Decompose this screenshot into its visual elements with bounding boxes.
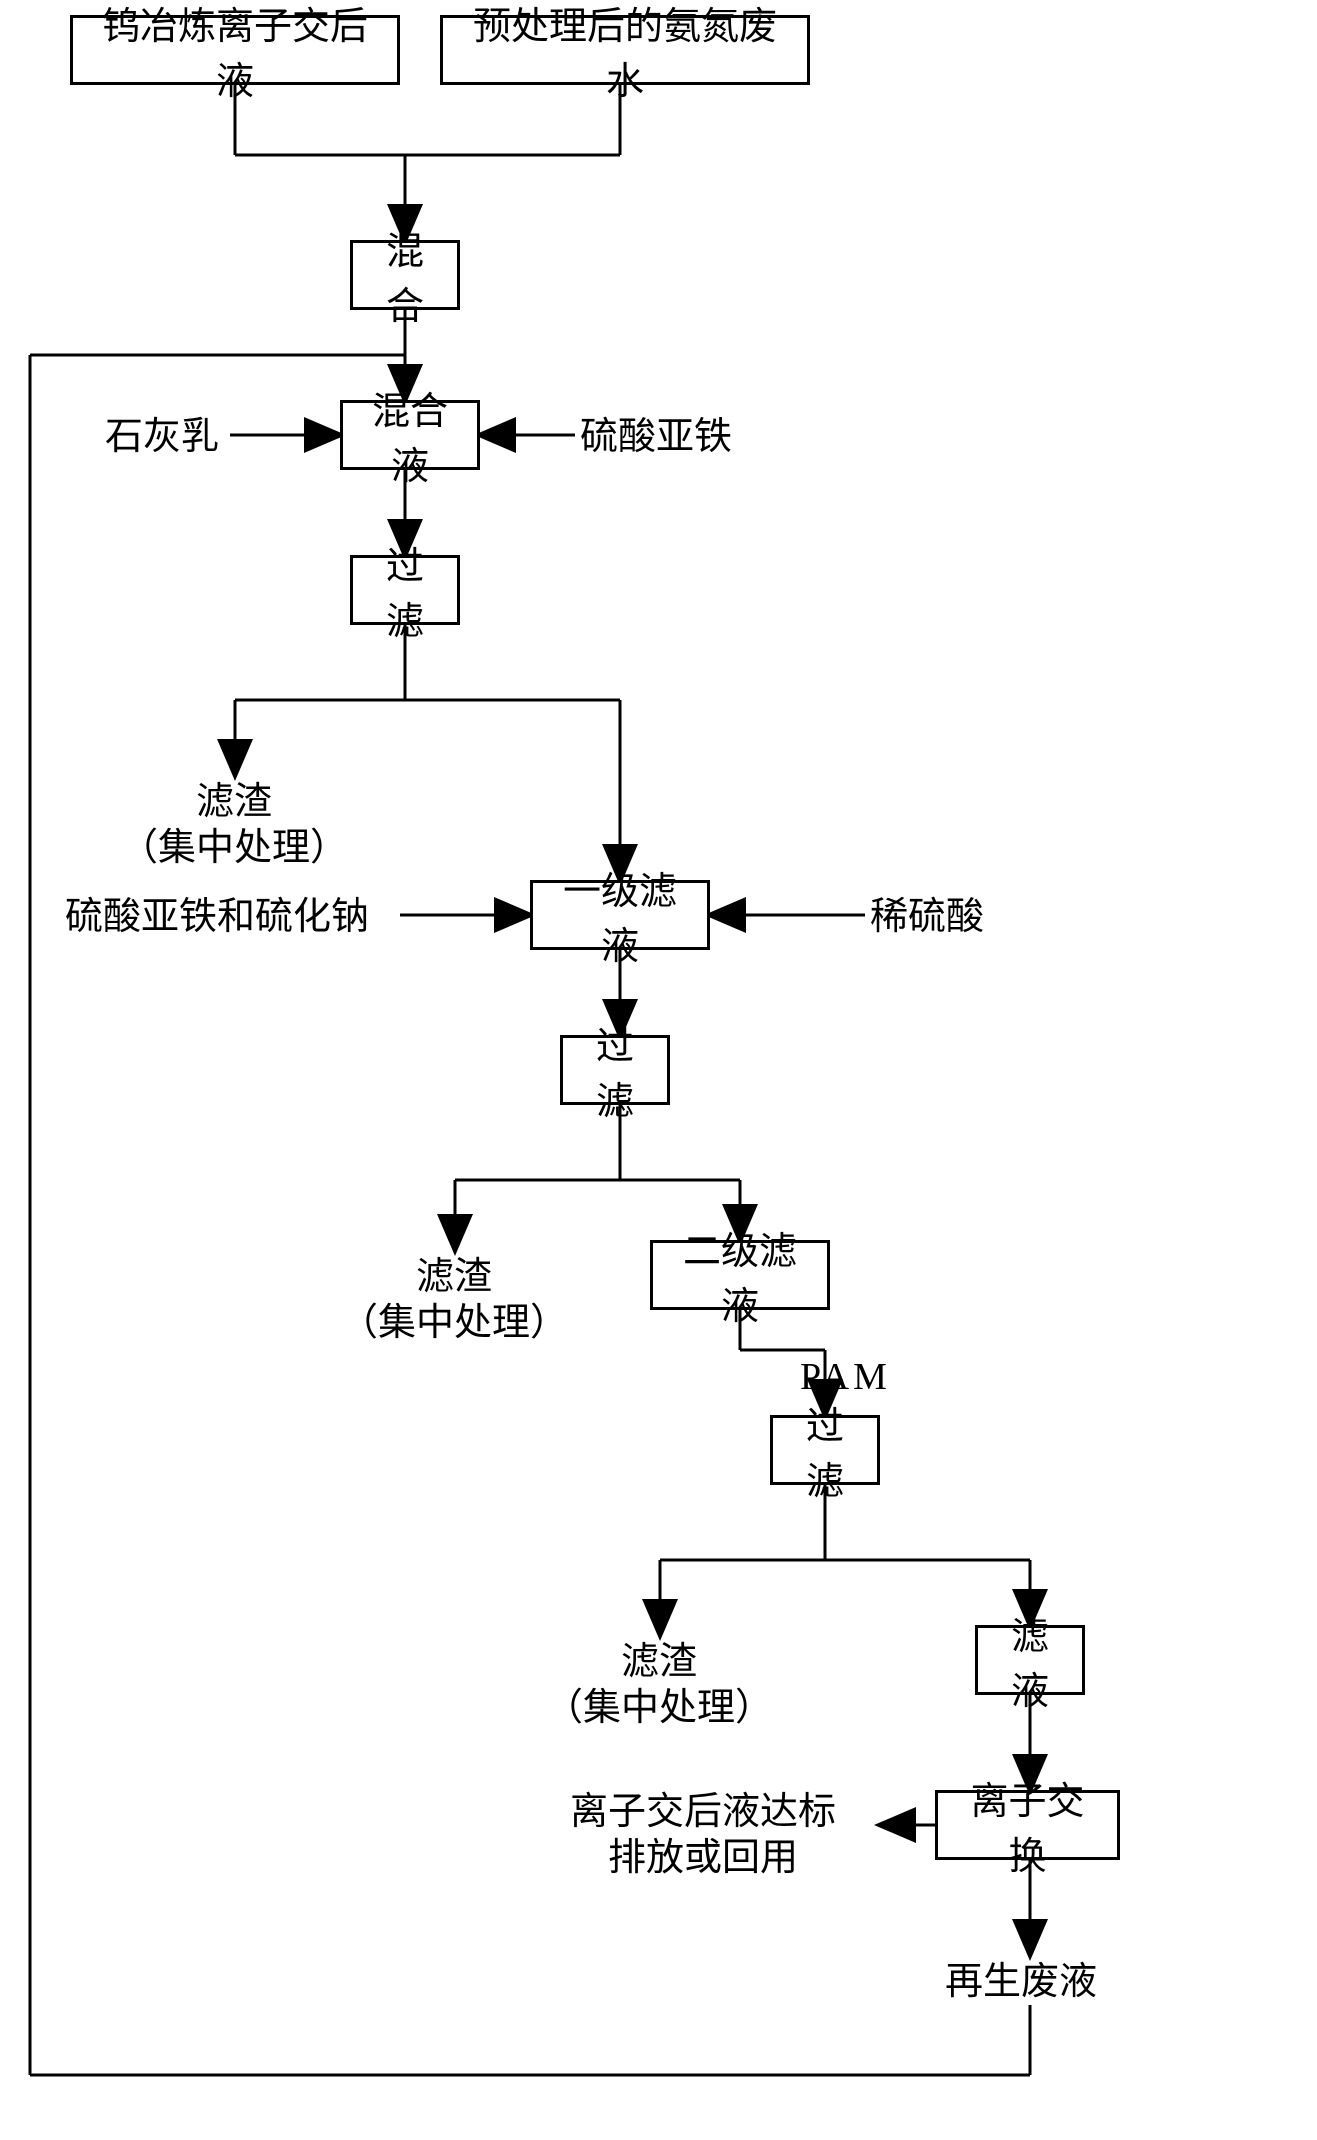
node-discharge: 离子交后液达标 排放或回用 [570,1790,836,1881]
node-h2so4: 稀硫酸 [870,895,984,941]
node-lime: 石灰乳 [105,415,219,461]
node-mixliquid: 混合液 [340,400,480,470]
node-filtrate1: 一级滤液 [530,880,710,950]
node-filtrate2: 二级滤液 [650,1240,830,1310]
node-filter1: 过滤 [350,555,460,625]
node-filter3: 过滤 [770,1415,880,1485]
node-slag3: 滤渣 （集中处理） [545,1640,773,1731]
node-slag2: 滤渣 （集中处理） [340,1255,568,1346]
node-filtrate3: 滤液 [975,1625,1085,1695]
node-mix: 混合 [350,240,460,310]
node-input1: 钨冶炼离子交后液 [70,15,400,85]
node-pam: PAM [800,1355,891,1401]
node-filter2: 过滤 [560,1035,670,1105]
node-feso4_na2s: 硫酸亚铁和硫化钠 [65,895,369,941]
node-regen: 再生废液 [945,1960,1097,2006]
node-ionexchange: 离子交换 [935,1790,1120,1860]
node-feso4_1: 硫酸亚铁 [580,415,732,461]
node-slag1: 滤渣 （集中处理） [120,780,348,871]
node-input2: 预处理后的氨氮废水 [440,15,810,85]
